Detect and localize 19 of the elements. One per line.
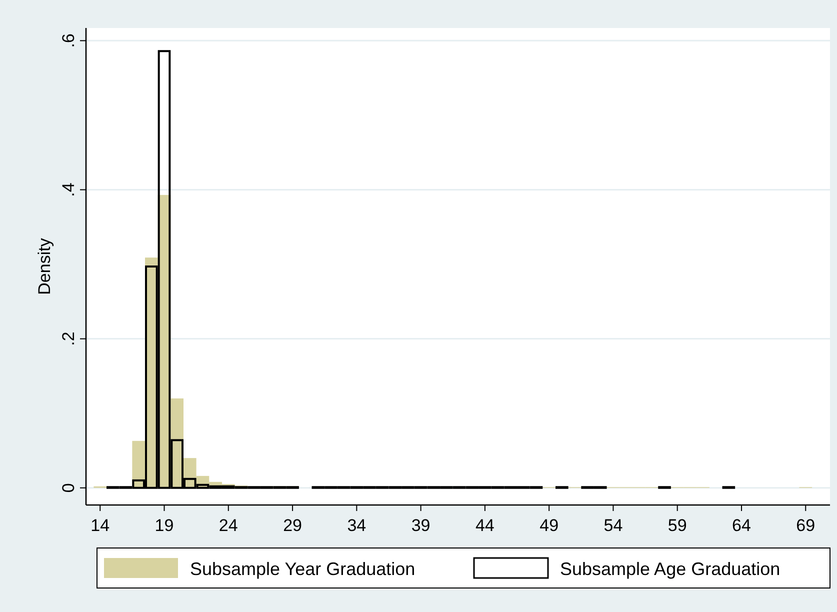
x-tick-label: 44 xyxy=(475,516,494,535)
legend-label: Subsample Age Graduation xyxy=(560,559,780,579)
x-tick-label: 69 xyxy=(796,516,816,535)
y-tick-label: .4 xyxy=(59,182,78,197)
x-tick-label: 54 xyxy=(604,516,623,535)
y-axis-title: Density xyxy=(35,238,54,295)
x-tick-label: 64 xyxy=(732,516,751,535)
x-tick-label: 39 xyxy=(411,516,430,535)
x-tick-label: 24 xyxy=(218,516,238,535)
y-tick-label: .6 xyxy=(59,34,78,48)
x-tick-label: 59 xyxy=(668,516,687,535)
x-tick-label: 29 xyxy=(283,516,302,535)
x-tick-label: 49 xyxy=(540,516,559,535)
x-tick-label: 14 xyxy=(90,516,110,535)
y-tick-label: 0 xyxy=(59,483,78,493)
legend-label: Subsample Year Graduation xyxy=(190,559,416,579)
y-tick-label: .2 xyxy=(59,332,78,346)
x-tick-label: 34 xyxy=(347,516,366,535)
x-tick-label: 19 xyxy=(154,516,174,535)
